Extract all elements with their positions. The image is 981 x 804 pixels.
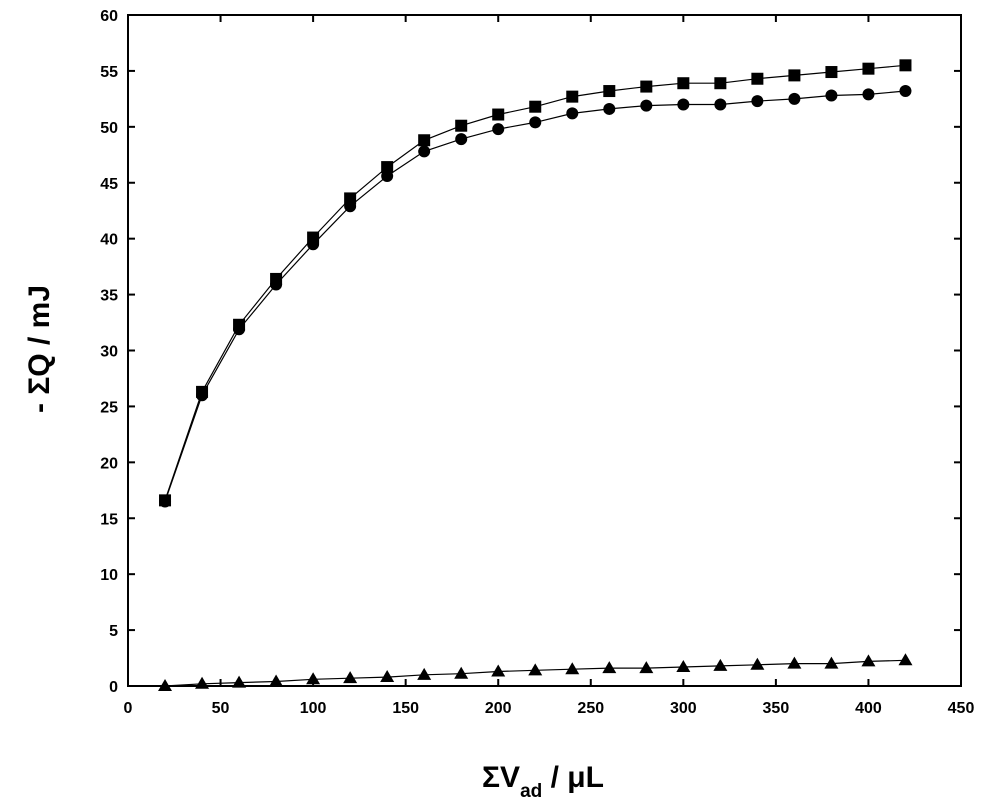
x-tick-label: 100 xyxy=(300,700,327,717)
circle-point xyxy=(418,145,431,158)
circle-point xyxy=(492,123,505,136)
circle-point xyxy=(788,92,801,105)
x-axis-title: ΣVad / μL xyxy=(482,761,604,802)
triangle-point xyxy=(417,667,432,680)
triangle-point xyxy=(158,679,173,691)
triangle-point xyxy=(787,656,802,669)
square-point xyxy=(566,90,579,103)
x-axis-title-unit: / μL xyxy=(542,761,604,794)
x-tick-label: 50 xyxy=(212,700,230,717)
x-tick-label: 0 xyxy=(124,700,133,717)
circle-point xyxy=(825,89,838,102)
circle-point xyxy=(196,389,209,402)
triangle-point xyxy=(861,654,876,667)
circle-point xyxy=(640,99,653,112)
y-axis-title: - ΣQ / mJ xyxy=(23,285,56,413)
square-point xyxy=(455,119,468,132)
square-point xyxy=(603,85,616,98)
y-tick-label: 25 xyxy=(100,399,118,416)
y-tick-label: 20 xyxy=(100,455,118,472)
ticks: 0 50 100 150 200 250 300 350 400 450 0 5 10 15 20 25 30 3… xyxy=(100,8,974,717)
y-tick-label: 30 xyxy=(100,344,118,361)
square-point xyxy=(862,62,875,75)
triangle-point xyxy=(380,670,395,683)
triangle-point xyxy=(195,676,210,689)
triangle-point xyxy=(269,674,284,687)
y-tick-label: 50 xyxy=(100,120,118,137)
circle-point xyxy=(603,102,616,115)
circle-point xyxy=(270,278,283,291)
x-tick-label: 300 xyxy=(670,700,697,717)
x-tick-label: 250 xyxy=(577,700,604,717)
square-point xyxy=(640,80,653,93)
series-lines xyxy=(164,64,906,687)
circle-point xyxy=(751,95,764,108)
x-tick-label: 450 xyxy=(948,700,975,717)
series-circle-line xyxy=(164,90,906,502)
square-point xyxy=(492,108,505,121)
square-point xyxy=(751,72,764,85)
circle-point xyxy=(307,238,320,251)
y-tick-label: 35 xyxy=(100,288,118,305)
triangle-point xyxy=(750,657,765,670)
triangle-point xyxy=(713,658,728,671)
triangle-point xyxy=(454,666,469,679)
triangle-point xyxy=(565,662,580,675)
triangle-point xyxy=(676,659,691,672)
plot-frame xyxy=(127,14,962,687)
square-point xyxy=(381,161,394,174)
circle-point xyxy=(529,116,542,129)
x-axis-title-main: ΣV xyxy=(482,761,520,794)
x-tick-label: 350 xyxy=(763,700,790,717)
x-tick-label: 200 xyxy=(485,700,512,717)
circle-point xyxy=(566,107,579,120)
data-markers xyxy=(158,59,913,691)
square-point xyxy=(788,69,801,82)
triangle-point xyxy=(232,675,247,688)
circle-point xyxy=(455,133,468,146)
y-tick-label: 15 xyxy=(100,511,118,528)
square-point xyxy=(714,77,727,90)
x-tick-label: 400 xyxy=(855,700,882,717)
circle-point xyxy=(862,88,875,101)
y-tick-label: 45 xyxy=(100,176,118,193)
y-tick-label: 5 xyxy=(109,623,118,640)
circle-point xyxy=(714,98,727,111)
circle-point xyxy=(677,98,690,111)
x-tick-label: 150 xyxy=(392,700,419,717)
y-tick-label: 55 xyxy=(100,64,118,81)
square-point xyxy=(418,134,431,147)
triangle-point xyxy=(898,653,913,666)
circle-point xyxy=(233,323,246,336)
triangle-point xyxy=(491,664,506,677)
triangle-point xyxy=(824,656,839,669)
circle-point xyxy=(159,495,172,508)
triangle-point xyxy=(602,661,617,674)
y-tick-label: 60 xyxy=(100,8,118,25)
y-tick-label: 40 xyxy=(100,232,118,249)
square-point xyxy=(529,100,542,113)
triangle-point xyxy=(528,663,543,676)
triangle-point xyxy=(306,672,321,685)
circle-point xyxy=(344,200,357,213)
square-point xyxy=(677,77,690,90)
square-point xyxy=(825,66,838,79)
triangle-point xyxy=(343,671,358,684)
axes xyxy=(127,14,962,687)
triangle-point xyxy=(639,661,654,674)
circle-point xyxy=(899,85,912,98)
y-tick-label: 0 xyxy=(109,679,118,696)
y-tick-label: 10 xyxy=(100,567,118,584)
x-axis-title-subscript: ad xyxy=(520,781,542,802)
circle-point xyxy=(381,170,394,183)
square-point xyxy=(899,59,912,72)
